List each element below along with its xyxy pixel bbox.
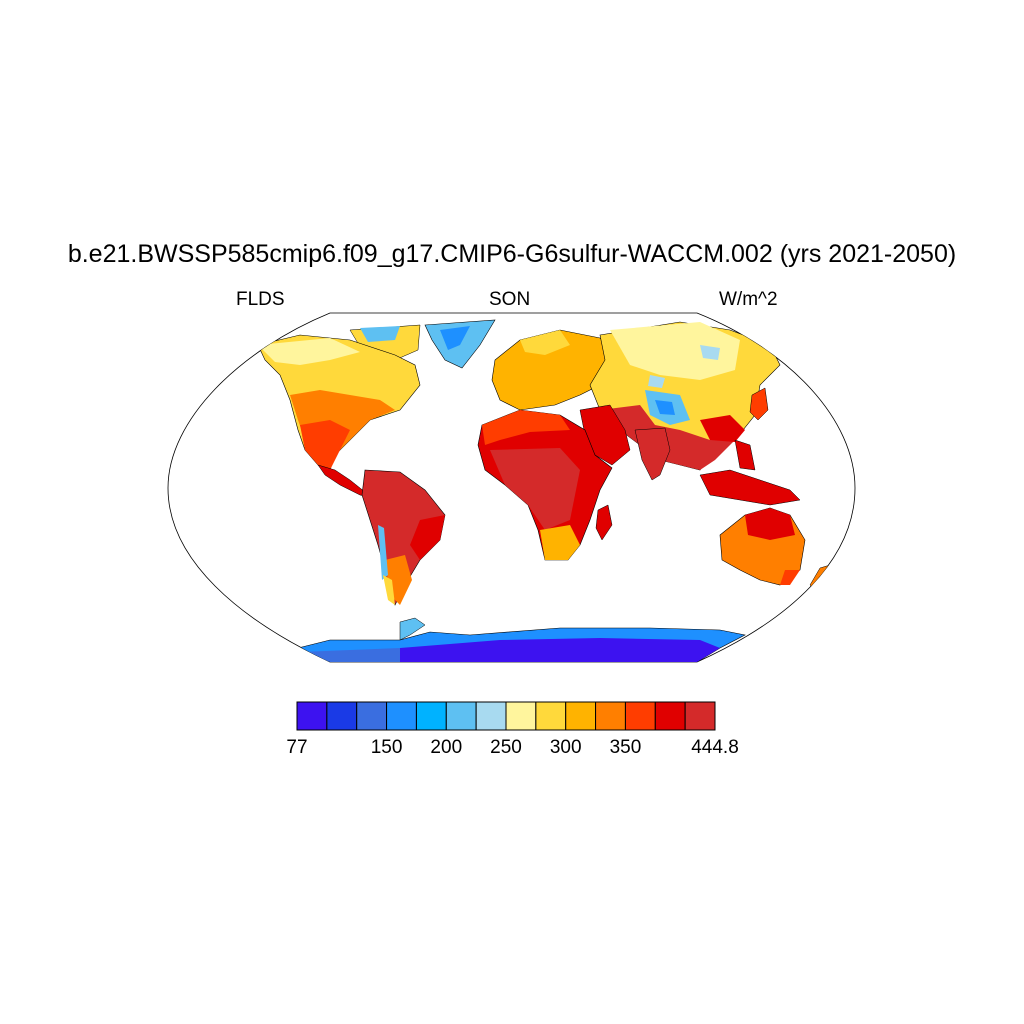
plot-title: b.e21.BWSSP585cmip6.f09_g17.CMIP6-G6sulf… — [67, 240, 957, 268]
variable-label: FLDS — [236, 289, 285, 310]
colorbar-tick-label: 250 — [490, 737, 522, 758]
colorbar-box — [386, 701, 417, 731]
colorbar-box — [654, 701, 686, 731]
units-label: W/m^2 — [719, 289, 778, 310]
colorbar-box — [684, 701, 716, 731]
japan — [749, 387, 769, 421]
colorbar-box — [326, 701, 358, 731]
colorbar-box — [624, 701, 656, 731]
colorbar-box — [595, 701, 626, 731]
colorbar-box — [565, 701, 597, 731]
colorbar-tick-label: 350 — [609, 737, 642, 758]
colorbar-tick-label: 444.8 — [691, 737, 739, 758]
colorbar-box — [535, 701, 567, 731]
colorbar-box — [445, 701, 477, 731]
colorbar-box — [415, 701, 447, 731]
season-label: SON — [489, 289, 531, 310]
colorbar-tick-label: 300 — [549, 737, 582, 758]
colorbar-box — [505, 701, 537, 731]
colorbar-tick-label: 77 — [286, 737, 308, 758]
southeast-asia-islands — [699, 469, 801, 506]
colorbar-box — [475, 701, 507, 731]
india — [634, 427, 671, 481]
colorbar-tick-label: 200 — [430, 737, 463, 758]
colorbar — [296, 701, 716, 731]
colorbar-box — [296, 701, 328, 731]
colorbar-box — [356, 701, 388, 731]
colorbar-tick-label: 150 — [370, 737, 403, 758]
